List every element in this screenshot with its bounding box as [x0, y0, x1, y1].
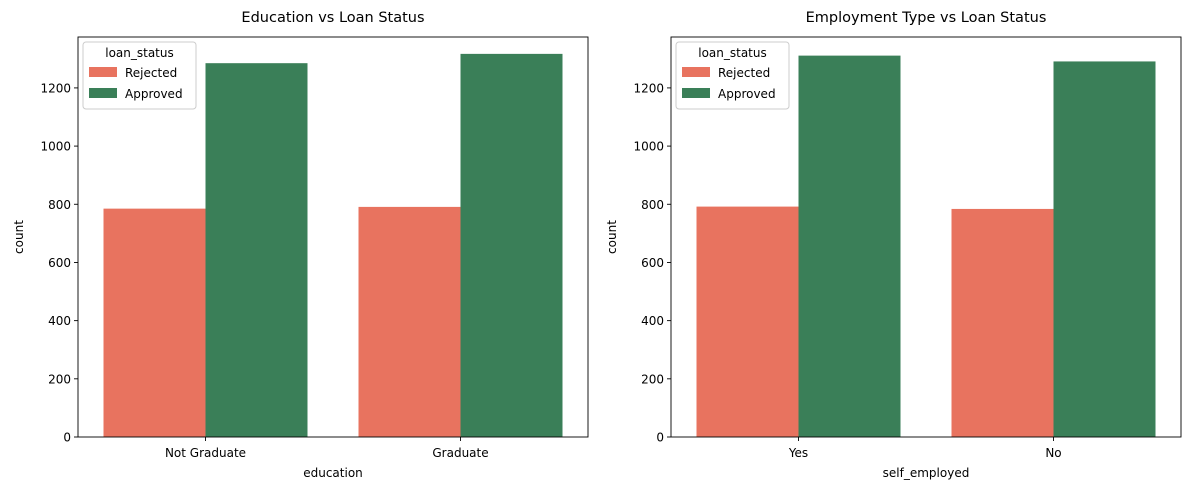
legend-swatch-rejected	[682, 67, 710, 77]
y-tick-label: 600	[641, 256, 664, 270]
axes-frame	[77, 36, 589, 438]
x-tick-label: Graduate	[432, 446, 488, 460]
bar-approved-no	[1053, 61, 1156, 437]
y-axis-label: count	[605, 220, 619, 254]
legend-swatch-approved	[89, 88, 117, 98]
y-tick-label: 400	[48, 314, 71, 328]
legend-label-approved: Approved	[718, 87, 776, 101]
x-axis-label: self_employed	[883, 466, 970, 480]
y-tick-label: 400	[641, 314, 664, 328]
bar-approved-yes	[798, 55, 901, 437]
bar-rejected-no	[951, 208, 1054, 437]
legend-label-rejected: Rejected	[718, 66, 770, 80]
x-tick-label: Not Graduate	[165, 446, 246, 460]
y-axis-label: count	[12, 220, 26, 254]
y-tick-label: 1000	[633, 140, 664, 154]
y-tick-label: 800	[48, 198, 71, 212]
y-tick-label: 0	[656, 431, 664, 445]
legend: loan_status Rejected Approved	[82, 41, 197, 110]
bar-approved-not-graduate	[205, 63, 308, 437]
legend-swatch-rejected	[89, 67, 117, 77]
bar-rejected-graduate	[358, 206, 461, 437]
y-tick-label: 200	[641, 372, 664, 386]
y-tick-label: 600	[48, 256, 71, 270]
chart-panel-1: Education vs Loan Status 0 200 400 600 800 100…	[12, 10, 589, 480]
legend-title: loan_status	[105, 46, 174, 60]
bar-rejected-yes	[696, 206, 799, 437]
bar-rejected-not-graduate	[103, 208, 206, 437]
y-tick-label: 0	[63, 431, 71, 445]
y-tick-label: 200	[48, 372, 71, 386]
legend-title: loan_status	[698, 46, 767, 60]
legend: loan_status Rejected Approved	[675, 41, 790, 110]
y-tick-label: 1200	[40, 81, 71, 95]
chart-panel-2: Employment Type vs Loan Status 0 200 400 600…	[605, 10, 1182, 480]
bar-approved-graduate	[460, 53, 563, 437]
y-tick-label: 1000	[40, 140, 71, 154]
x-tick-label: Yes	[788, 446, 808, 460]
legend-swatch-approved	[682, 88, 710, 98]
y-tick-label: 1200	[633, 81, 664, 95]
axes-frame	[670, 36, 1182, 438]
legend-label-rejected: Rejected	[125, 66, 177, 80]
chart-title: Employment Type vs Loan Status	[806, 10, 1047, 26]
chart-title: Education vs Loan Status	[241, 10, 424, 26]
legend-label-approved: Approved	[125, 87, 183, 101]
x-tick-label: No	[1045, 446, 1061, 460]
x-axis-label: education	[303, 466, 363, 480]
y-tick-label: 800	[641, 198, 664, 212]
